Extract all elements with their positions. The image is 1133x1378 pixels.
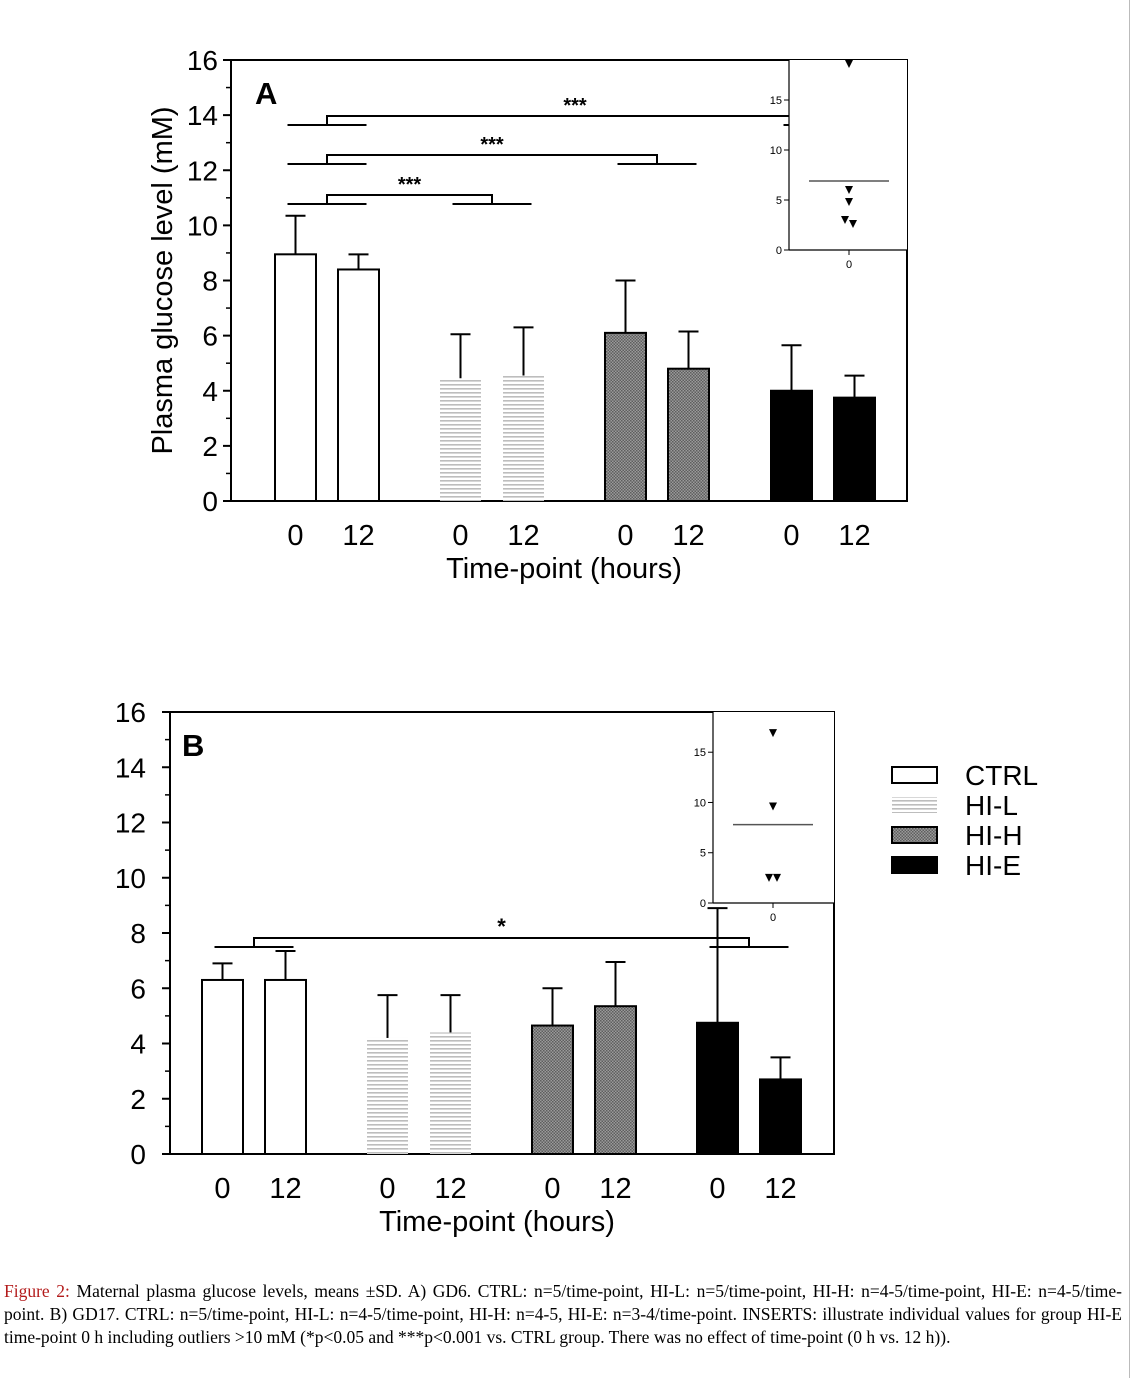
page-edge-line bbox=[1129, 0, 1130, 1378]
bar bbox=[667, 367, 710, 503]
y-axis-title: Plasma glucose level (mM) bbox=[147, 106, 179, 454]
insert-y-tick-label: 5 bbox=[776, 195, 782, 207]
insert-x-tick-label: 0 bbox=[846, 259, 852, 271]
bar bbox=[201, 978, 244, 1156]
x-tick-label: 0 bbox=[544, 1173, 560, 1205]
x-tick-label: 0 bbox=[617, 520, 633, 552]
insert-x-tick-label: 0 bbox=[770, 912, 776, 924]
x-axis-title: Time-point (hours) bbox=[446, 553, 682, 585]
bar bbox=[696, 1021, 739, 1155]
x-tick-label: 0 bbox=[214, 1173, 230, 1205]
insert-background bbox=[789, 60, 907, 250]
y-tick-label: 12 bbox=[187, 155, 218, 186]
legend-swatch bbox=[891, 826, 938, 844]
bar bbox=[264, 978, 307, 1156]
sig-bracket bbox=[326, 154, 658, 164]
bar bbox=[604, 331, 647, 502]
insert-point bbox=[845, 186, 853, 194]
insert-point bbox=[841, 216, 849, 224]
y-tick-label: 14 bbox=[115, 752, 146, 783]
bar bbox=[337, 268, 380, 502]
y-tick-label: 14 bbox=[187, 100, 218, 131]
panel-letter: B bbox=[182, 728, 204, 763]
x-tick-label: 12 bbox=[434, 1173, 466, 1205]
bar bbox=[759, 1078, 802, 1155]
legend-swatch bbox=[891, 766, 938, 784]
y-tick-label: 4 bbox=[130, 1029, 146, 1060]
insert-y-tick-label: 10 bbox=[770, 145, 782, 157]
caption-label: Figure 2: bbox=[4, 1281, 70, 1301]
x-tick-label: 0 bbox=[709, 1173, 725, 1205]
y-tick-label: 0 bbox=[202, 486, 218, 517]
bar bbox=[430, 1032, 471, 1154]
caption-text: Maternal plasma glucose levels, means ±S… bbox=[4, 1281, 1123, 1347]
sig-label: * bbox=[497, 914, 506, 939]
sig-label: *** bbox=[398, 174, 422, 196]
insert-point bbox=[769, 729, 777, 738]
bar bbox=[770, 389, 813, 502]
y-tick-label: 2 bbox=[130, 1084, 146, 1115]
y-tick-label: 4 bbox=[202, 376, 218, 407]
y-tick-label: 6 bbox=[130, 973, 146, 1004]
x-tick-label: 0 bbox=[379, 1173, 395, 1205]
insert-point bbox=[773, 873, 781, 882]
insert-y-tick-label: 0 bbox=[776, 245, 782, 257]
insert-point bbox=[769, 802, 777, 811]
x-tick-label: 12 bbox=[672, 520, 704, 552]
insert-point bbox=[845, 60, 853, 68]
panel-letter: A bbox=[255, 76, 277, 111]
x-tick-label: 12 bbox=[764, 1173, 796, 1205]
x-tick-label: 12 bbox=[838, 520, 870, 552]
x-tick-label: 12 bbox=[269, 1173, 301, 1205]
bar bbox=[503, 375, 544, 501]
insert-y-tick-label: 15 bbox=[694, 747, 706, 759]
sig-label: *** bbox=[480, 134, 504, 156]
insert-y-tick-label: 5 bbox=[700, 848, 706, 860]
insert-point bbox=[845, 198, 853, 206]
insert-point bbox=[849, 220, 857, 228]
legend-label: CTRL bbox=[965, 760, 1038, 791]
x-tick-label: 0 bbox=[287, 520, 303, 552]
sig-bracket bbox=[326, 115, 824, 125]
y-tick-label: 8 bbox=[202, 266, 218, 297]
figure-caption: Figure 2: Maternal plasma glucose levels… bbox=[4, 1280, 1122, 1349]
legend-swatch bbox=[891, 856, 938, 874]
x-tick-label: 0 bbox=[452, 520, 468, 552]
insert-y-tick-label: 15 bbox=[770, 95, 782, 107]
y-tick-label: 12 bbox=[115, 808, 146, 839]
legend-label: HI-L bbox=[965, 790, 1018, 821]
y-tick-label: 8 bbox=[130, 918, 146, 949]
sig-label: *** bbox=[563, 95, 587, 117]
bar bbox=[531, 1024, 574, 1155]
y-tick-label: 16 bbox=[115, 697, 146, 728]
bar bbox=[440, 378, 481, 501]
y-tick-label: 10 bbox=[115, 863, 146, 894]
sig-bracket bbox=[326, 194, 493, 204]
y-tick-label: 0 bbox=[130, 1139, 146, 1170]
sig-bracket bbox=[253, 937, 750, 947]
y-tick-label: 10 bbox=[187, 210, 218, 241]
bar bbox=[274, 253, 317, 502]
insert-point bbox=[765, 873, 773, 882]
legend-label: HI-E bbox=[965, 850, 1021, 881]
y-tick-label: 16 bbox=[187, 45, 218, 76]
legend-label: HI-H bbox=[965, 820, 1023, 851]
x-tick-label: 12 bbox=[599, 1173, 631, 1205]
bar bbox=[367, 1037, 408, 1154]
y-tick-label: 2 bbox=[202, 431, 218, 462]
y-tick-label: 6 bbox=[202, 321, 218, 352]
legend-swatch bbox=[892, 797, 937, 813]
insert-y-tick-label: 0 bbox=[700, 898, 706, 910]
insert-y-tick-label: 10 bbox=[694, 797, 706, 809]
x-tick-label: 0 bbox=[783, 520, 799, 552]
x-tick-label: 12 bbox=[507, 520, 539, 552]
panel-a-chart: 0 2 4 6 8 10 12 14 16 Plasma glucose level (mM) A 0… bbox=[147, 45, 908, 585]
x-tick-label: 12 bbox=[342, 520, 374, 552]
bar bbox=[594, 1005, 637, 1155]
x-axis-title: Time-point (hours) bbox=[379, 1206, 615, 1238]
bar bbox=[833, 396, 876, 502]
